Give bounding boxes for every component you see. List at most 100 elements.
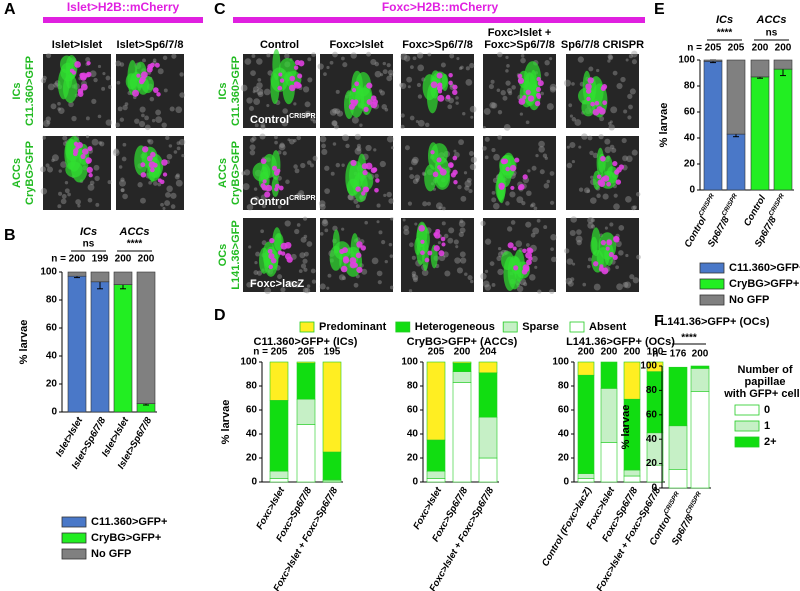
bar-segment: [577, 478, 595, 483]
nucleus: [115, 60, 122, 67]
nucleus: [171, 53, 177, 59]
nucleus: [386, 75, 393, 82]
nucleus: [319, 203, 326, 210]
nucleus: [294, 168, 300, 174]
nucleus: [137, 182, 143, 188]
nucleus: [97, 64, 102, 69]
nucleus: [178, 138, 186, 146]
mcherry-nucleus: [146, 66, 153, 73]
bar-segment: [577, 361, 595, 376]
nucleus: [134, 118, 140, 124]
nucleus: [361, 268, 368, 275]
gfp-signal: [603, 155, 613, 179]
nucleus: [407, 201, 413, 206]
nucleus: [354, 147, 362, 155]
nucleus: [377, 280, 382, 285]
nucleus: [447, 104, 453, 110]
mcherry-nucleus: [452, 169, 458, 176]
nucleus: [85, 135, 90, 139]
nucleus: [511, 85, 516, 90]
mcherry-nucleus: [370, 101, 378, 109]
mcherry-nucleus: [356, 266, 363, 273]
nucleus: [636, 254, 641, 260]
nucleus: [569, 114, 574, 118]
nucleus: [404, 145, 410, 151]
nucleus: [382, 61, 387, 66]
gfp-signal: [428, 142, 439, 170]
column-header: Control: [260, 39, 299, 51]
nucleus: [61, 194, 67, 199]
nucleus: [589, 150, 594, 156]
gfp-signal: [596, 147, 605, 178]
nucleus: [458, 220, 466, 228]
nucleus: [144, 124, 151, 131]
nucleus: [410, 158, 418, 166]
bar-segment: [646, 371, 664, 434]
nucleus: [460, 257, 467, 264]
nucleus: [298, 190, 305, 197]
nucleus: [293, 138, 297, 143]
n-value: 200: [454, 347, 471, 358]
nucleus: [67, 192, 71, 197]
mcherry-nucleus: [88, 173, 93, 178]
nucleus: [484, 284, 492, 291]
nucleus: [417, 119, 425, 127]
n-label: n =: [652, 349, 667, 360]
nucleus: [532, 227, 540, 235]
nucleus: [252, 90, 256, 94]
bar-segment: [90, 281, 110, 413]
nucleus: [152, 58, 157, 63]
n-value: 200: [138, 254, 155, 265]
nucleus: [366, 51, 372, 57]
bar-segment: [136, 271, 156, 404]
nucleus: [324, 165, 330, 171]
nucleus: [455, 101, 459, 105]
nucleus: [338, 274, 346, 281]
nucleus: [570, 216, 577, 223]
bar-segment: [600, 361, 618, 389]
nucleus: [542, 153, 548, 158]
nucleus: [549, 57, 553, 61]
mcherry-nucleus: [340, 265, 348, 273]
nucleus: [412, 178, 419, 185]
nucleus: [62, 135, 68, 141]
nucleus: [335, 162, 341, 168]
group-label: ACCs: [119, 226, 150, 238]
n-value: 199: [92, 254, 109, 265]
micrograph: [318, 133, 395, 210]
y-tick-label: 100: [640, 361, 657, 372]
nucleus: [243, 169, 251, 176]
nucleus: [462, 112, 466, 116]
column-header: Sp6/7/8 CRISPR: [561, 39, 644, 51]
nucleus: [613, 203, 620, 210]
n-value: 200: [601, 347, 618, 358]
nucleus: [510, 220, 516, 225]
nucleus: [296, 223, 301, 227]
image-label-text: Control: [250, 196, 289, 208]
nucleus: [324, 228, 329, 233]
chart-title: L141.36>GFP+ (OCs): [661, 316, 770, 328]
nucleus: [509, 191, 516, 198]
nucleus: [170, 204, 176, 209]
nucleus: [536, 218, 541, 223]
nucleus: [58, 191, 63, 196]
nucleus: [98, 141, 102, 145]
group-label: ICs: [716, 14, 733, 26]
nucleus: [149, 96, 155, 102]
mcherry-nucleus: [350, 159, 357, 167]
mcherry-nucleus: [513, 265, 519, 271]
mcherry-nucleus: [74, 61, 81, 68]
nucleus: [403, 225, 409, 231]
nucleus: [469, 163, 477, 171]
nucleus: [312, 155, 318, 161]
bar-segment: [113, 271, 133, 285]
nucleus: [535, 154, 539, 158]
nucleus: [615, 265, 619, 270]
mcherry-nucleus: [522, 248, 527, 254]
mcherry-nucleus: [615, 179, 622, 185]
nucleus: [444, 270, 451, 277]
nucleus: [85, 116, 90, 121]
nucleus: [281, 119, 288, 127]
mcherry-nucleus: [162, 172, 168, 177]
nucleus: [374, 173, 379, 179]
